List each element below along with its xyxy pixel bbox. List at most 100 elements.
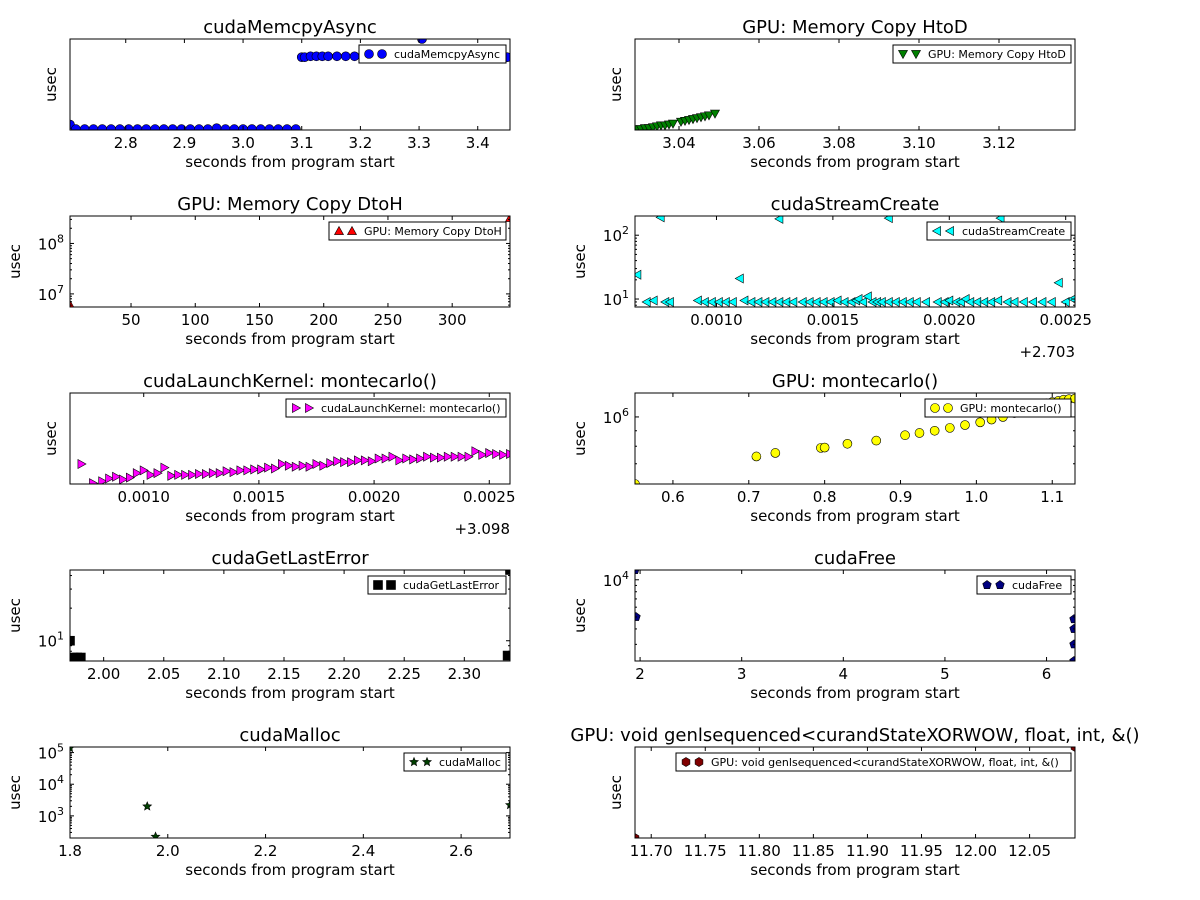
data-point — [443, 451, 453, 462]
legend: GPU: void genlsequenced<curandStateXORWO… — [675, 752, 1072, 772]
legend: cudaLaunchKernel: montecarlo() — [285, 398, 507, 418]
x-tick-label: 0.0010 — [117, 488, 170, 506]
data-point — [635, 479, 640, 484]
x-tick-label: 0.0025 — [463, 488, 516, 506]
x-tick-label: 2.10 — [207, 665, 240, 683]
x-tick-label: 2.30 — [448, 665, 481, 683]
x-tick-label: 3.10 — [902, 134, 935, 152]
data-point — [751, 451, 762, 462]
x-tick-label: 300 — [438, 311, 467, 329]
x-tick-label: 11.75 — [684, 842, 727, 860]
axes-frame — [634, 569, 1076, 662]
data-point — [305, 461, 315, 472]
legend-box — [926, 221, 1072, 241]
data-point — [146, 469, 156, 480]
x-tick-label: 4 — [839, 665, 849, 683]
legend-marker — [694, 757, 704, 767]
data-point — [635, 833, 640, 838]
data-point — [478, 449, 488, 460]
x-tick-label: 1.8 — [58, 842, 82, 860]
axes-frame — [69, 38, 511, 131]
x-tick-label: 3 — [737, 665, 747, 683]
x-tick-label: 0.8 — [813, 488, 837, 506]
x-tick-label: 250 — [374, 311, 403, 329]
x-tick-label: 12.00 — [954, 842, 997, 860]
subplot-title: cudaStreamCreate — [771, 194, 940, 215]
x-axis-label: seconds from program start — [750, 507, 960, 525]
legend-label: cudaLaunchKernel: montecarlo() — [321, 402, 501, 415]
y-tick-label: 104 — [38, 773, 64, 794]
data-point — [139, 465, 149, 476]
x-tick-label: 6 — [1042, 665, 1052, 683]
data-point — [250, 464, 260, 475]
data-point — [450, 451, 460, 462]
subplot-title: GPU: Memory Copy DtoH — [177, 194, 403, 215]
x-tick-label: 0.0025 — [1039, 311, 1092, 329]
data-point — [367, 456, 377, 467]
data-point — [326, 458, 336, 469]
x-tick-label: 2.20 — [327, 665, 360, 683]
legend-box — [328, 221, 507, 241]
legend-marker — [373, 580, 383, 590]
data-point — [734, 273, 744, 284]
data-point — [271, 463, 281, 474]
legend-marker — [897, 50, 909, 60]
x-tick-label: 3.06 — [742, 134, 775, 152]
legend-box — [367, 575, 507, 595]
legend-marker — [305, 402, 315, 414]
data-point — [1070, 747, 1075, 752]
data-point — [236, 465, 246, 476]
legend-label: GPU: void genlsequenced<curandStateXORWO… — [711, 756, 1059, 769]
data-point — [960, 420, 970, 430]
subplot-9: 11.70 11.75 11.80 11.85 11.90 11.95 12.00 12.05… — [570, 725, 1139, 879]
data-point — [278, 458, 288, 469]
legend-marker — [995, 580, 1005, 589]
data-point — [298, 460, 308, 471]
data-point — [914, 428, 925, 438]
y-axis-label: usec — [42, 67, 60, 102]
data-point — [423, 451, 433, 462]
data-point — [167, 470, 177, 481]
data-point — [430, 452, 440, 463]
x-tick-label: 3.4 — [466, 134, 490, 152]
x-tick-label: 2.9 — [172, 134, 196, 152]
data-point — [416, 453, 426, 464]
legend-marker — [421, 756, 433, 767]
x-tick-label: 100 — [181, 311, 210, 329]
y-tick-label: 104 — [603, 569, 629, 590]
data-point — [264, 462, 274, 473]
y-tick-label: 105 — [38, 742, 64, 763]
data-point — [402, 453, 412, 464]
legend-box — [285, 398, 507, 418]
data-point — [126, 472, 136, 483]
x-tick-label: 11.90 — [846, 842, 889, 860]
subplot-5: 0.6 0.7 0.8 0.9 1.0 1.1 106 GPU: montecarlo() se… — [571, 371, 1076, 525]
data-point — [1009, 296, 1019, 307]
data-point — [641, 296, 651, 307]
data-point — [142, 801, 153, 811]
x-tick-label: 1.0 — [964, 488, 988, 506]
data-point — [284, 460, 294, 471]
data-point — [1046, 296, 1056, 307]
data-point — [319, 460, 329, 471]
data-point — [395, 455, 405, 466]
x-tick-label: 50 — [121, 311, 140, 329]
subplot-title: cudaFree — [814, 548, 896, 569]
axes-frame — [634, 392, 1076, 485]
x-axis-label: seconds from program start — [185, 507, 395, 525]
x-axis-label: seconds from program start — [185, 684, 395, 702]
data-point — [160, 462, 170, 473]
x-tick-label: 0.9 — [889, 488, 913, 506]
data-point — [333, 456, 343, 467]
x-tick-label: 0.0015 — [233, 488, 286, 506]
y-tick-label: 101 — [38, 630, 64, 651]
data-point — [975, 417, 985, 428]
x-tick-label: 11.80 — [738, 842, 781, 860]
data-point — [1018, 296, 1028, 307]
data-point — [291, 124, 301, 130]
x-tick-label: 3.04 — [662, 134, 695, 152]
data-point — [995, 216, 1005, 224]
data-point — [502, 650, 510, 661]
x-axis-label: seconds from program start — [750, 861, 960, 879]
